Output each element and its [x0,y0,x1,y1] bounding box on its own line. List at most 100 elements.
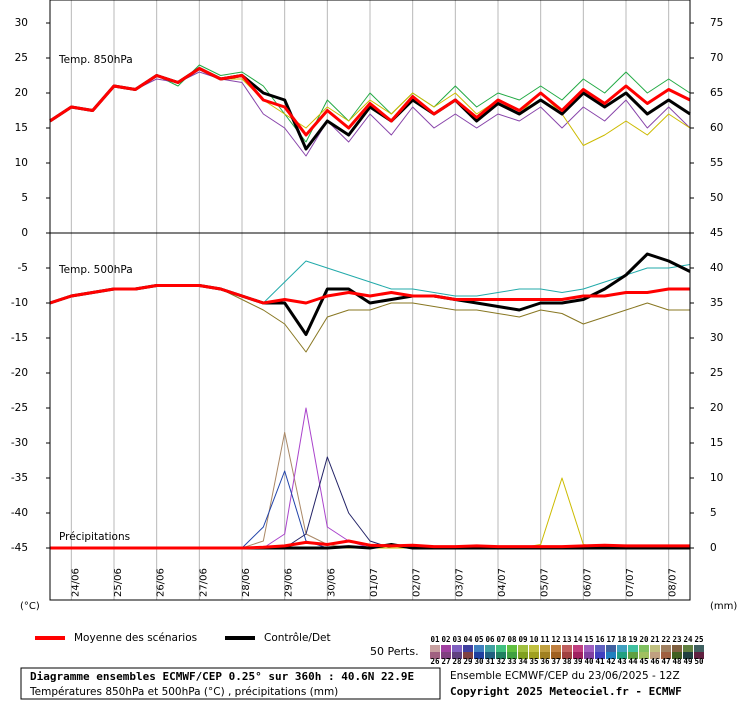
member-label: 12 [551,635,560,644]
y-tick-label: -10 [11,297,28,309]
y2-tick-label: 25 [710,367,723,379]
y-tick-label: -40 [11,507,28,519]
y2-tick-label: 60 [710,122,723,134]
member-label: 04 [463,635,473,644]
x-tick-label: 27/06 [198,568,209,597]
y-tick-label: 30 [15,17,28,29]
x-tick-label: 06/07 [582,568,593,597]
member-swatch [485,652,495,659]
member-label: 29 [463,657,473,666]
x-tick-label: 25/06 [113,568,124,597]
y-tick-label: 20 [15,87,28,99]
member-swatch [628,652,638,659]
member-label: 15 [584,635,593,644]
member-swatch [672,645,682,652]
member-swatch [452,652,462,659]
member-swatch [551,652,561,659]
member-swatch [639,645,649,652]
footer-title: Diagramme ensembles ECMWF/CEP 0.25° sur … [30,670,414,683]
member-swatch [430,645,440,652]
member-swatch [639,652,649,659]
y-unit: (°C) [20,601,40,612]
member-swatch [441,652,451,659]
member-label: 05 [474,635,483,644]
member-label: 06 [485,635,495,644]
member-label: 21 [650,635,660,644]
y2-tick-label: 0 [710,542,717,554]
member-label: 39 [573,657,583,666]
footer-box [20,667,441,700]
footer-copyright: Copyright 2025 Meteociel.fr - ECMWF [450,685,682,698]
member-swatch [474,645,484,652]
member-swatch [452,645,462,652]
member-label: 16 [595,635,605,644]
x-tick-label: 30/06 [326,568,337,597]
member-swatch [562,645,572,652]
member-swatch [595,652,605,659]
series-line [49,284,690,305]
member-label: 01 [430,635,440,644]
member-label: 17 [606,635,615,644]
member-label: 03 [452,635,462,644]
member-swatch [617,645,627,652]
member-label: 14 [573,635,583,644]
y2-tick-label: 65 [710,87,723,99]
member-swatch [661,645,671,652]
member-swatch [694,652,704,659]
member-swatch [507,645,517,652]
member-label: 08 [507,635,517,644]
member-label: 02 [441,635,450,644]
member-swatch [672,652,682,659]
member-swatch [683,652,693,659]
y2-tick-label: 15 [710,437,723,449]
y2-tick-label: 5 [710,507,717,519]
panel-label: Temp. 850hPa [58,54,133,66]
member-label: 24 [683,635,693,644]
x-tick-label: 04/07 [497,568,508,597]
y2-tick-label: 50 [710,192,723,204]
member-label: 10 [529,635,539,644]
y-tick-label: 0 [21,227,28,239]
y-tick-label: 25 [15,52,28,64]
member-label: 31 [485,657,495,666]
member-label: 18 [617,635,627,644]
member-label: 11 [540,635,550,644]
member-swatch [551,645,561,652]
x-tick-label: 26/06 [156,568,167,597]
y-tick-label: -20 [11,367,28,379]
member-swatch [562,652,572,659]
member-label: 22 [661,635,670,644]
member-swatch [584,645,594,652]
member-swatch [573,645,583,652]
member-swatch [463,645,473,652]
member-label: 27 [441,657,450,666]
member-label: 42 [606,657,615,666]
member-swatch [683,645,693,652]
member-swatch [474,652,484,659]
member-label: 36 [540,657,550,666]
member-label: 09 [518,635,528,644]
plot-frame [49,0,691,601]
member-swatch [628,645,638,652]
footer-run: Ensemble ECMWF/CEP du 23/06/2025 - 12Z [450,670,680,682]
y2-tick-label: 40 [710,262,723,274]
member-swatch [595,645,605,652]
member-label: 28 [452,657,462,666]
member-label: 26 [430,657,440,666]
member-label: 07 [496,635,505,644]
x-tick-label: 05/07 [540,568,551,597]
member-swatch [694,645,704,652]
x-tick-label: 08/07 [668,568,679,597]
y-tick-label: -45 [11,542,28,554]
y2-tick-label: 55 [710,157,723,169]
member-label: 47 [661,657,670,666]
y-tick-label: 5 [21,192,28,204]
member-swatch [496,652,506,659]
y2-tick-label: 30 [710,332,723,344]
member-label: 44 [628,657,638,666]
member-swatch [430,652,440,659]
member-label: 40 [584,657,594,666]
members-label: 50 Perts. [370,645,419,658]
series-line [50,539,690,550]
member-swatch [441,645,451,652]
